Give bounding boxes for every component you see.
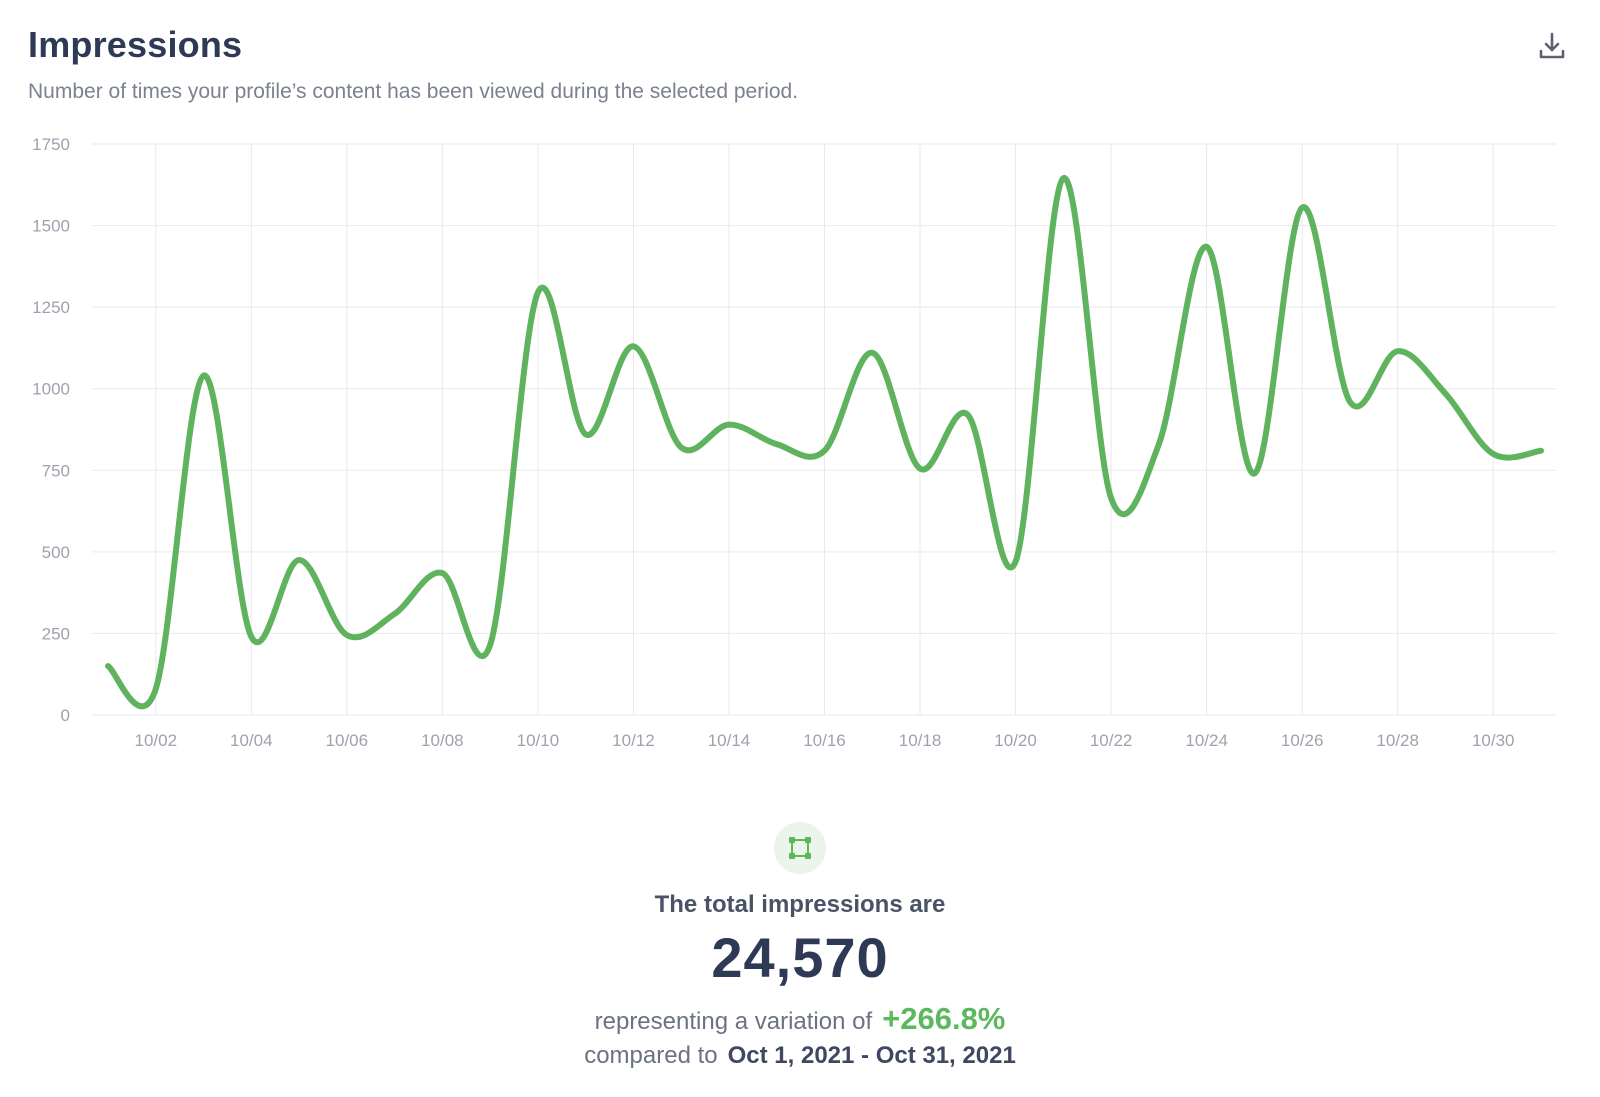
- y-tick-label: 1000: [32, 380, 70, 399]
- y-tick-label: 500: [42, 543, 70, 562]
- x-tick-label: 10/20: [994, 731, 1037, 750]
- download-button[interactable]: [1532, 26, 1572, 66]
- y-tick-label: 1500: [32, 217, 70, 236]
- compare-line: compared to Oct 1, 2021 - Oct 31, 2021: [0, 1039, 1600, 1073]
- summary-icon-badge: [774, 822, 826, 874]
- x-tick-label: 10/06: [326, 731, 369, 750]
- x-tick-label: 10/16: [803, 731, 846, 750]
- y-tick-label: 750: [42, 461, 70, 480]
- total-impressions: 24,570: [711, 926, 889, 989]
- y-tick-label: 1250: [32, 298, 70, 317]
- x-tick-label: 10/04: [230, 731, 273, 750]
- x-tick-label: 10/08: [421, 731, 464, 750]
- x-tick-label: 10/24: [1185, 731, 1228, 750]
- x-tick-label: 10/30: [1472, 731, 1515, 750]
- summary-panel: The total impressions are 24,570 represe…: [0, 822, 1600, 1073]
- y-tick-label: 1750: [32, 135, 70, 154]
- variation-prefix: representing a variation of: [594, 1008, 873, 1035]
- y-tick-label: 0: [61, 706, 70, 725]
- variation-value: +266.8%: [882, 1001, 1006, 1036]
- page-title: Impressions: [28, 24, 243, 65]
- impressions-line-chart: 0 250 500 750 1000 1250 1500 1750 10/02 10/04 10/0…: [32, 135, 1556, 750]
- summary-label: The total impressions are: [654, 891, 946, 918]
- x-tick-label: 10/12: [612, 731, 655, 750]
- x-tick-label: 10/26: [1281, 731, 1324, 750]
- x-tick-label: 10/18: [899, 731, 942, 750]
- download-icon: [1539, 32, 1565, 59]
- variation-line: representing a variation of +266.8%: [0, 1002, 1600, 1039]
- x-tick-label: 10/10: [517, 731, 560, 750]
- page-subtitle: Number of times your profile’s content h…: [28, 80, 799, 103]
- frame-select-icon: [789, 837, 811, 859]
- x-tick-label: 10/28: [1376, 731, 1419, 750]
- x-tick-label: 10/22: [1090, 731, 1133, 750]
- impressions-series-line: [105, 175, 1544, 710]
- compare-prefix: compared to: [584, 1042, 718, 1069]
- y-tick-label: 250: [42, 624, 70, 643]
- x-tick-label: 10/14: [708, 731, 751, 750]
- chart-header: Impressions Number of times your profile…: [28, 22, 1572, 106]
- x-tick-label: 10/02: [134, 731, 177, 750]
- compare-range: Oct 1, 2021 - Oct 31, 2021: [727, 1042, 1016, 1069]
